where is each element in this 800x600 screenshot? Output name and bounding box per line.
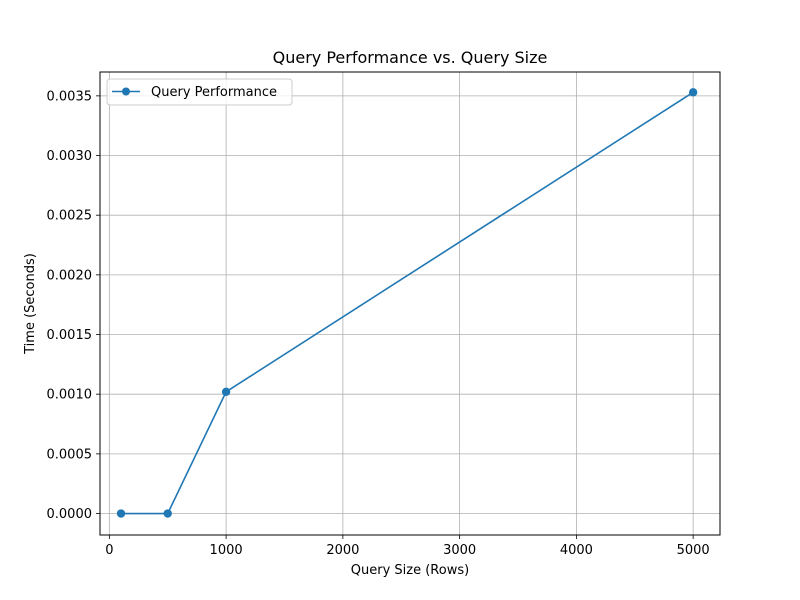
plot-area-frame xyxy=(99,71,721,536)
data-point xyxy=(688,88,698,97)
y-tick-label: 0.0025 xyxy=(47,209,93,224)
y-tick-label: 0.0015 xyxy=(47,328,93,343)
x-axis-ticks: 0 1000 2000 3000 4000 5000 xyxy=(105,535,710,558)
chart-title: Query Performance vs. Query Size xyxy=(273,48,548,67)
y-tick-label: 0.0030 xyxy=(47,149,93,164)
y-tick-label: 0.0020 xyxy=(47,268,93,283)
x-tick-label: 3000 xyxy=(443,543,476,558)
x-tick-label: 2000 xyxy=(326,543,359,558)
legend-entry-label: Query Performance xyxy=(151,85,277,100)
legend: Query Performance xyxy=(106,78,293,106)
legend-marker-swatch xyxy=(122,87,130,96)
x-axis-label: Query Size (Rows) xyxy=(351,563,469,578)
y-tick-label: 0.0005 xyxy=(47,447,93,462)
y-axis-ticks: 0.0000 0.0005 0.0010 0.0015 0.0020 0.0025 0.00… xyxy=(47,89,100,522)
data-point xyxy=(221,387,231,397)
y-tick-label: 0.0010 xyxy=(47,388,93,403)
grid-lines xyxy=(100,72,720,535)
data-point xyxy=(116,509,126,518)
x-tick-label: 4000 xyxy=(560,543,593,558)
x-tick-label: 0 xyxy=(105,543,113,558)
x-tick-label: 1000 xyxy=(210,543,243,558)
y-axis-label: Time (Seconds) xyxy=(23,253,38,355)
series-layer xyxy=(116,88,698,518)
x-tick-label: 5000 xyxy=(677,543,710,558)
y-tick-label: 0.0035 xyxy=(47,89,93,104)
y-tick-label: 0.0000 xyxy=(47,507,93,522)
series-line xyxy=(121,91,694,515)
data-point xyxy=(163,509,172,518)
legend-box xyxy=(106,78,293,106)
